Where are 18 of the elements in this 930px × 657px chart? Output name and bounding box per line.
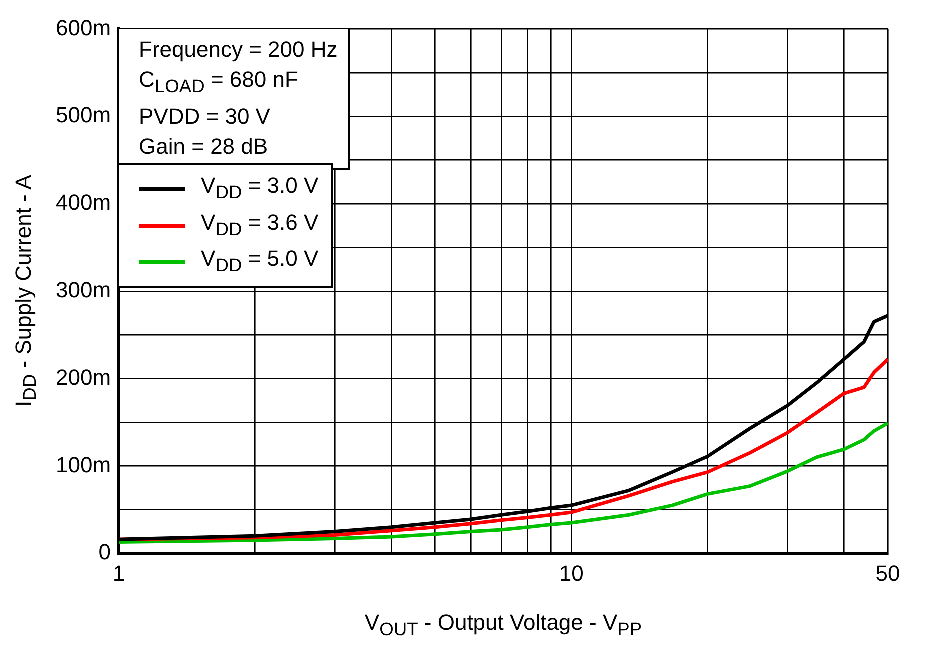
x-tick-label: 10 <box>559 560 584 586</box>
annotation: PVDD = 30 V <box>139 102 272 131</box>
annotation: Gain = 28 dB <box>139 132 270 161</box>
y-tick-label: 400m <box>56 190 112 216</box>
legend-label: V$_{DD}$ = 5.0 V <box>201 244 319 278</box>
x-axis-title: V$_{OUT}$ - Output Voltage - V$_{PP}$ <box>364 610 644 640</box>
y-tick-label: 600m <box>56 15 112 40</box>
y-tick-label: 300m <box>56 277 112 302</box>
y-tick-label: 200m <box>56 364 112 390</box>
legend-label: V$_{DD}$ = 3.0 V <box>201 172 319 205</box>
x-tick-label: 1 <box>112 560 126 586</box>
y-tick-label: 0 <box>98 540 112 565</box>
y-tick-label: 100m <box>56 452 112 478</box>
annotation: Frequency = 200 Hz <box>139 36 338 64</box>
annotation: C$_{LOAD}$ = 680 nF <box>139 66 300 99</box>
legend-label: V$_{DD}$ = 3.6 V <box>201 208 319 241</box>
y-tick-label: 500m <box>56 102 112 128</box>
x-tick-label: 50 <box>876 560 900 586</box>
